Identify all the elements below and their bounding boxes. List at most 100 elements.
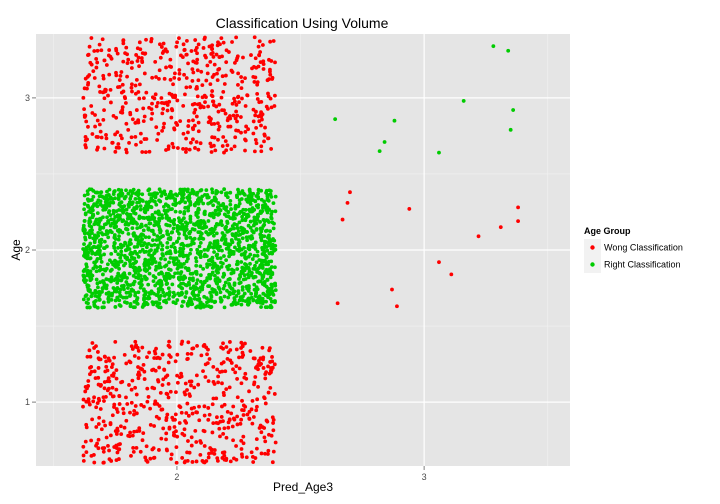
- point-wong-classification: [179, 342, 184, 346]
- point-wong-classification: [150, 101, 154, 106]
- point-wong-classification: [133, 134, 138, 139]
- point-right-classification: [133, 271, 138, 275]
- point-wong-classification: [101, 73, 106, 78]
- point-wong-classification: [230, 40, 234, 44]
- point-right-classification: [240, 252, 244, 257]
- point-right-classification: [191, 289, 196, 294]
- point-right-classification: [243, 217, 248, 222]
- point-right-classification: [183, 228, 188, 233]
- point-right-classification: [108, 269, 113, 273]
- point-wong-classification: [125, 74, 129, 79]
- point-right-classification: [163, 257, 168, 262]
- legend-key-right-point: [590, 262, 595, 267]
- point-wong-classification: [224, 73, 228, 78]
- point-right-classification: [124, 220, 129, 225]
- point-right-classification: [270, 292, 275, 296]
- point-right-classification: [180, 222, 185, 227]
- point-right-classification: [89, 224, 94, 229]
- point-wong-classification: [250, 421, 255, 426]
- point-wong-classification: [117, 394, 122, 399]
- point-wong-classification: [114, 376, 119, 381]
- point-wong-classification: [214, 52, 219, 57]
- point-right-classification: [107, 258, 112, 263]
- point-wong-classification: [86, 124, 90, 129]
- point-wong-classification: [119, 70, 124, 74]
- point-wong-classification: [222, 82, 227, 86]
- point-right-classification: [256, 214, 260, 219]
- point-right-classification: [104, 291, 109, 296]
- point-right-classification: [171, 221, 176, 225]
- point-right-classification: [258, 297, 262, 302]
- point-wong-classification: [183, 419, 187, 423]
- point-wong-classification: [128, 360, 133, 365]
- point-wong-classification: [122, 95, 127, 99]
- point-right-classification: [122, 196, 127, 201]
- point-right-classification: [139, 222, 144, 227]
- point-right-classification: [108, 200, 113, 205]
- point-wong-classification: [194, 61, 199, 65]
- point-wong-classification: [148, 423, 153, 427]
- point-wong-classification: [101, 117, 106, 122]
- point-right-classification: [122, 204, 127, 209]
- point-right-classification: [188, 199, 192, 204]
- point-right-classification: [90, 208, 95, 213]
- point-right-classification: [195, 278, 200, 283]
- point-wong-classification: [259, 123, 263, 128]
- point-wong-classification: [136, 376, 141, 381]
- point-right-classification: [177, 191, 182, 196]
- point-right-classification: [204, 278, 209, 283]
- point-wong-classification: [89, 453, 94, 458]
- point-right-classification: [188, 277, 192, 281]
- point-wong-classification: [184, 150, 188, 154]
- point-right-classification: [104, 229, 109, 233]
- point-right-classification: [126, 191, 131, 196]
- point-right-classification: [252, 207, 257, 212]
- point-right-classification: [205, 265, 210, 269]
- point-right-classification: [102, 267, 106, 272]
- point-right-classification: [160, 216, 165, 220]
- point-wong-classification: [182, 433, 187, 438]
- point-right-classification: [138, 285, 143, 290]
- point-right-classification: [133, 196, 138, 201]
- point-wong-classification: [195, 57, 200, 62]
- point-right-classification: [144, 242, 149, 247]
- point-right-classification: [160, 213, 164, 218]
- point-right-classification: [251, 297, 256, 302]
- point-right-classification: [101, 300, 106, 305]
- point-right-classification: [261, 205, 265, 210]
- point-wong-classification: [160, 111, 165, 116]
- point-wong-classification: [179, 53, 183, 58]
- point-right-classification: [109, 275, 114, 280]
- point-wong-classification: [186, 439, 190, 443]
- point-wong-classification: [224, 48, 229, 53]
- point-wong-classification: [139, 403, 144, 407]
- point-right-classification: [210, 265, 215, 270]
- point-wong-classification: [157, 448, 161, 452]
- point-wong-classification: [255, 91, 260, 96]
- point-wong-classification: [202, 429, 207, 434]
- point-right-classification: [180, 286, 185, 291]
- point-right-classification: [223, 239, 228, 244]
- point-right-classification: [174, 240, 179, 244]
- point-right-classification: [127, 242, 132, 247]
- point-right-classification: [153, 267, 158, 272]
- point-right-classification: [131, 187, 136, 192]
- point-right-classification: [258, 226, 263, 231]
- point-right-classification: [270, 289, 275, 294]
- point-wong-classification: [254, 125, 259, 130]
- point-right-classification: [91, 212, 96, 217]
- point-right-classification: [83, 235, 87, 240]
- point-wong-classification: [225, 118, 230, 123]
- point-wong-classification: [257, 53, 262, 57]
- point-right-classification: [167, 260, 171, 265]
- point-right-classification: [166, 286, 171, 291]
- point-right-classification: [172, 293, 177, 298]
- point-right-classification: [109, 297, 114, 302]
- point-wong-classification: [175, 434, 180, 439]
- point-right-classification: [251, 230, 256, 235]
- point-right-classification: [253, 218, 258, 223]
- point-wong-classification: [240, 96, 244, 101]
- point-wong-classification: [206, 379, 211, 383]
- point-wong-classification: [101, 460, 106, 465]
- point-wong-classification: [236, 128, 241, 133]
